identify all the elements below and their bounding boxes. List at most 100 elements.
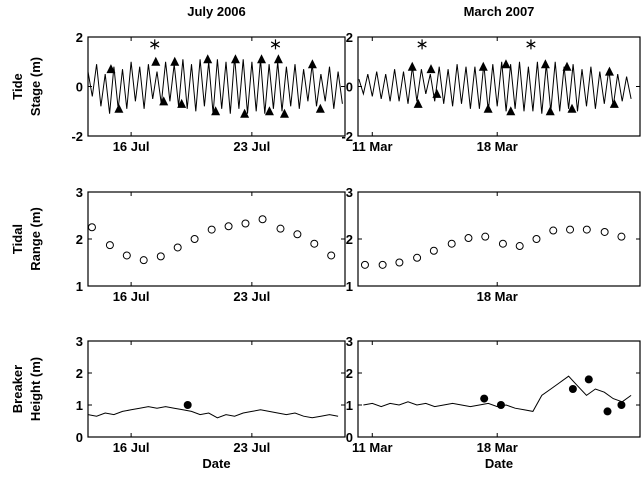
triangle-marker [170, 56, 180, 66]
y-axis-label: Stage (m) [28, 57, 43, 116]
open-circle-marker [464, 234, 473, 243]
open-circle-marker [515, 242, 524, 251]
open-circle-marker [88, 223, 96, 232]
panel-title: March 2007 [464, 4, 535, 19]
y-tick-label: 0 [346, 80, 353, 95]
triangle-marker [279, 108, 289, 118]
plot-area [88, 401, 339, 419]
triangle-marker [240, 108, 250, 118]
open-circle-marker [582, 225, 591, 234]
y-tick-label: 2 [346, 30, 353, 45]
filled-circle-marker [568, 385, 577, 393]
open-circle-marker [293, 230, 302, 239]
triangle-marker [407, 61, 417, 71]
triangle-marker [478, 61, 488, 71]
data-line [363, 375, 632, 412]
plot-area [358, 39, 632, 116]
filled-circle-marker [617, 401, 626, 409]
y-tick-label: 3 [346, 334, 353, 349]
panel: July 2006 Tide Stage (m) -2 0 2 16 Jul 23 Jul [10, 4, 346, 154]
open-circle-marker [276, 224, 285, 233]
axes-box [87, 36, 346, 137]
x-tick-label: 11 Mar [352, 440, 392, 455]
plot-area [88, 215, 336, 265]
y-tick-label: -2 [71, 129, 83, 144]
open-circle-marker [413, 253, 422, 262]
triangle-marker [567, 103, 577, 113]
panel: 1 2 3 18 Mar [346, 185, 641, 304]
x-tick-label: 23 Jul [233, 139, 270, 154]
open-circle-marker [190, 235, 199, 243]
plot-area [363, 375, 632, 416]
open-circle-marker [532, 235, 541, 243]
open-circle-marker [429, 246, 438, 255]
panel: Breaker Height (m) Date 0 1 2 3 16 Jul 23 Jul [10, 334, 346, 471]
y-tick-label: 3 [76, 185, 83, 200]
panel: Date 0 1 2 3 11 Mar 18 Mar [346, 334, 641, 471]
y-tick-label: 0 [76, 80, 83, 95]
filled-circle-marker [480, 394, 489, 403]
filled-circle-marker [496, 401, 505, 409]
triangle-marker [506, 106, 516, 116]
x-tick-label: 23 Jul [233, 289, 270, 304]
y-tick-label: 1 [346, 398, 353, 413]
triangle-marker [562, 61, 572, 71]
triangle-marker [483, 103, 493, 113]
open-circle-marker [360, 260, 369, 269]
asterisk-marker [417, 39, 427, 50]
y-tick-label: 2 [76, 232, 83, 247]
triangle-marker [307, 59, 317, 69]
y-axis-label: Tidal [10, 224, 25, 254]
open-circle-marker [549, 226, 558, 235]
triangle-marker [609, 98, 619, 108]
y-axis-label: Tide [10, 73, 25, 100]
open-circle-marker [207, 225, 216, 234]
axes-box [87, 191, 346, 287]
triangle-marker [426, 64, 436, 74]
open-circle-marker [139, 256, 148, 265]
asterisk-marker [270, 39, 281, 50]
x-axis-label: Date [202, 456, 230, 471]
data-line [88, 56, 343, 114]
x-tick-label: 18 Mar [477, 440, 518, 455]
open-circle-marker [156, 252, 165, 261]
open-circle-marker [327, 251, 336, 260]
triangle-marker [540, 59, 550, 69]
triangle-marker [257, 54, 267, 64]
y-tick-label: 1 [76, 279, 83, 294]
triangle-marker [211, 106, 221, 116]
y-tick-label: 2 [346, 366, 353, 381]
panel: Tidal Range (m) 1 2 3 16 Jul 23 Jul [10, 185, 346, 304]
x-axis-label: Date [485, 456, 513, 471]
asterisk-marker [150, 39, 160, 50]
y-tick-label: 1 [346, 279, 353, 294]
panel-title: July 2006 [187, 4, 246, 19]
axes-box [87, 340, 346, 438]
open-circle-marker [258, 215, 267, 224]
y-tick-label: 2 [76, 30, 83, 45]
plot-area [88, 39, 343, 118]
data-line [88, 406, 339, 419]
panel: March 2007 -2 0 2 11 Mar 18 Mar [341, 4, 641, 154]
open-circle-marker [498, 239, 507, 248]
open-circle-marker [378, 260, 387, 269]
axes-box [357, 191, 641, 287]
y-tick-label: 0 [76, 430, 83, 445]
triangle-marker [177, 98, 187, 108]
triangle-marker [273, 54, 283, 64]
open-circle-marker [241, 219, 250, 228]
y-axis-label: Range (m) [28, 207, 43, 271]
triangle-marker [230, 54, 240, 64]
triangle-marker [114, 103, 124, 113]
triangle-marker [203, 54, 213, 64]
y-tick-label: 2 [346, 232, 353, 247]
triangle-marker [264, 106, 274, 116]
y-axis-label: Breaker [10, 365, 25, 413]
x-tick-label: 16 Jul [113, 440, 150, 455]
y-axis-label: Height (m) [28, 357, 43, 421]
open-circle-marker [447, 239, 456, 248]
y-tick-label: -2 [341, 129, 353, 144]
y-tick-label: 0 [346, 430, 353, 445]
data-line [358, 61, 632, 114]
